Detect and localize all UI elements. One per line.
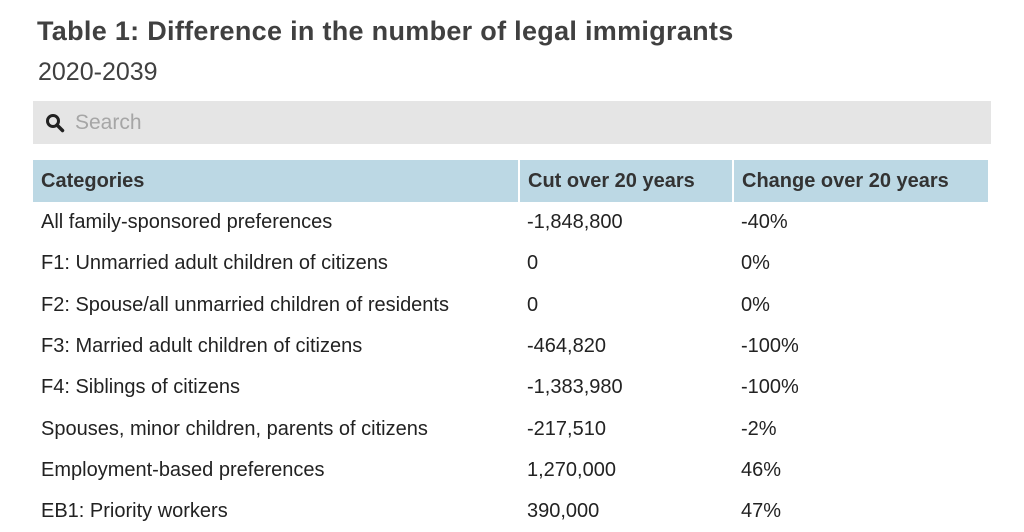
- table-cell: F3: Married adult children of citizens: [41, 335, 363, 358]
- table-cell: -40%: [741, 211, 788, 234]
- table-cell: 46%: [741, 458, 782, 481]
- table-cell: 0%: [741, 252, 770, 275]
- data-table: Categories Cut over 20 years Change over 2…: [33, 160, 988, 532]
- table-cell: 0: [527, 252, 539, 275]
- table-cell: -100%: [741, 376, 799, 399]
- table-cell: -1,383,980: [527, 376, 623, 399]
- search-input[interactable]: [75, 110, 925, 135]
- table-cell: Employment-based preferences: [41, 458, 325, 481]
- table-cell: -217,510: [527, 417, 606, 440]
- column-header-1[interactable]: Cut over 20 years: [519, 160, 734, 202]
- table-cell: All family-sponsored preferences: [41, 211, 333, 234]
- table-row: Spouses, minor children, parents of citi…: [33, 408, 988, 449]
- table-row: F2: Spouse/all unmarried children of res…: [33, 285, 988, 326]
- table-cell: F4: Siblings of citizens: [41, 376, 240, 399]
- table-row: All family-sponsored preferences -1,848,8…: [33, 202, 988, 243]
- table-title: Table 1: Difference in the number of leg…: [37, 16, 734, 46]
- table-row: Employment-based preferences 1,270,000 46%: [33, 450, 988, 491]
- table-cell: F2: Spouse/all unmarried children of res…: [41, 293, 449, 316]
- table-row: F1: Unmarried adult children of citizens…: [33, 243, 988, 284]
- table-subtitle: 2020-2039: [38, 58, 158, 86]
- table-row: F3: Married adult children of citizens -4…: [33, 326, 988, 367]
- table-cell: F1: Unmarried adult children of citizens: [41, 252, 388, 275]
- table-cell: Spouses, minor children, parents of citi…: [41, 417, 428, 440]
- table-row: F4: Siblings of citizens -1,383,980 -100%: [33, 367, 988, 408]
- table-cell: 0: [527, 293, 539, 316]
- search-icon: [46, 113, 65, 132]
- table-cell: -100%: [741, 335, 799, 358]
- column-header-2[interactable]: Change over 20 years: [733, 160, 988, 202]
- table-cell: -1,848,800: [527, 211, 623, 234]
- header-row: Categories Cut over 20 years Change over 2…: [33, 160, 988, 202]
- search-bar[interactable]: [33, 101, 991, 144]
- column-header-0[interactable]: Categories: [33, 160, 520, 202]
- table-cell: -2%: [741, 417, 777, 440]
- table-cell: 1,270,000: [527, 458, 616, 481]
- table-cell: 0%: [741, 293, 770, 316]
- table-cell: -464,820: [527, 335, 606, 358]
